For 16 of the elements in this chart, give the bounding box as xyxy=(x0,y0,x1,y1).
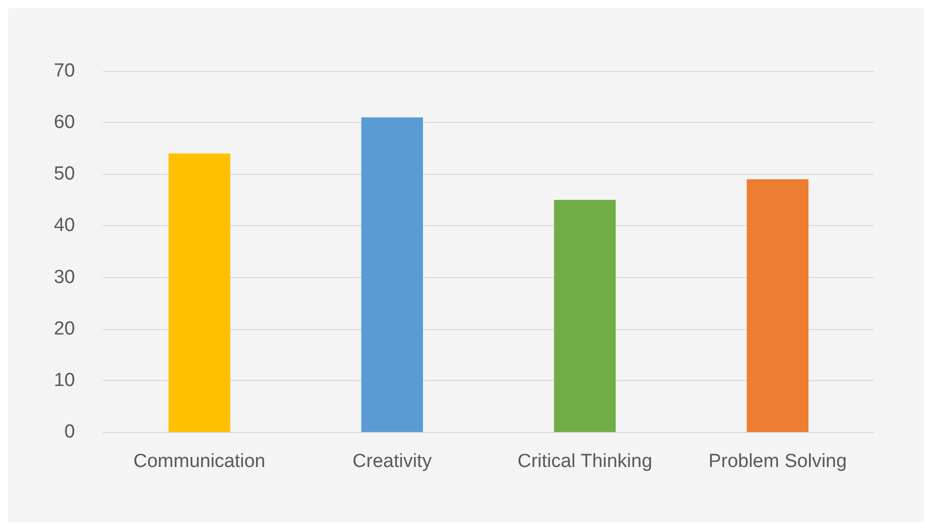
bar xyxy=(168,154,230,432)
x-tick-label: Problem Solving xyxy=(708,451,847,472)
y-tick-label: 10 xyxy=(54,370,75,391)
x-tick-label: Communication xyxy=(133,451,266,472)
y-tick-label: 60 xyxy=(54,112,75,134)
y-tick-label: 20 xyxy=(54,318,75,340)
x-tick-label: Critical Thinking xyxy=(517,451,652,472)
y-tick-label: 40 xyxy=(54,215,75,236)
y-tick-label: 0 xyxy=(64,422,75,442)
y-tick-label: 70 xyxy=(54,60,75,82)
y-tick-label: 50 xyxy=(54,164,75,185)
bar xyxy=(746,179,808,432)
y-tick-label: 30 xyxy=(54,266,75,288)
bar xyxy=(554,200,616,432)
x-tick-label: Creativity xyxy=(352,451,432,472)
bar xyxy=(361,117,423,432)
